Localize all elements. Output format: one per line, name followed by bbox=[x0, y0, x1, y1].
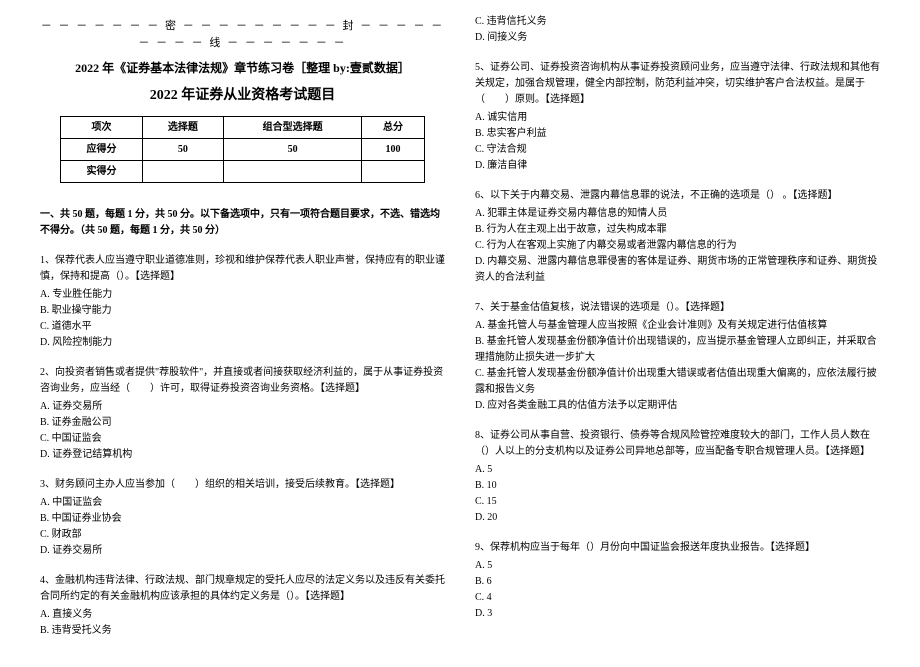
score-cell: 100 bbox=[362, 139, 424, 161]
question-6: 6、以下关于内幕交易、泄露内幕信息罪的说法，不正确的选项是（） 。【选择题】 A… bbox=[475, 188, 880, 286]
question-7: 7、关于基金估值复核，说法错误的选项是（）。【选择题】 A. 基金托管人与基金管… bbox=[475, 300, 880, 414]
question-stem: 7、关于基金估值复核，说法错误的选项是（）。【选择题】 bbox=[475, 300, 880, 316]
doc-subtitle: 2022 年《证券基本法律法规》章节练习卷［整理 by:壹贰数据］ bbox=[40, 59, 445, 77]
option-a: A. 诚实信用 bbox=[475, 110, 880, 126]
option-b: B. 10 bbox=[475, 478, 880, 494]
option-d: D. 20 bbox=[475, 510, 880, 526]
option-c: C. 基金托管人发现基金份额净值计价出现重大错误或者估值出现重大偏离的，应依法履… bbox=[475, 366, 880, 398]
option-b: B. 中国证券业协会 bbox=[40, 511, 445, 527]
score-table: 项次 选择题 组合型选择题 总分 应得分 50 50 100 实得分 bbox=[60, 116, 425, 183]
question-stem: 6、以下关于内幕交易、泄露内幕信息罪的说法，不正确的选项是（） 。【选择题】 bbox=[475, 188, 880, 204]
score-cell: 50 bbox=[224, 139, 362, 161]
option-a: A. 中国证监会 bbox=[40, 495, 445, 511]
option-c: C. 行为人在客观上实施了内幕交易或者泄露内幕信息的行为 bbox=[475, 238, 880, 254]
question-4-cont: C. 违背信托义务 D. 间接义务 bbox=[475, 14, 880, 46]
option-c: C. 守法合规 bbox=[475, 142, 880, 158]
option-d: D. 间接义务 bbox=[475, 30, 880, 46]
option-c: C. 道德水平 bbox=[40, 319, 445, 335]
right-column: C. 违背信托义务 D. 间接义务 5、证券公司、证券投资咨询机构从事证券投资顾… bbox=[475, 14, 880, 653]
score-header: 项次 bbox=[61, 117, 142, 139]
option-c: C. 15 bbox=[475, 494, 880, 510]
option-d: D. 证券交易所 bbox=[40, 543, 445, 559]
option-a: A. 5 bbox=[475, 462, 880, 478]
question-5: 5、证券公司、证券投资咨询机构从事证券投资顾问业务，应当遵守法律、行政法规和其他… bbox=[475, 60, 880, 174]
question-stem: 8、证券公司从事自营、投资银行、债券等合规风险管控难度较大的部门，工作人员人数在… bbox=[475, 428, 880, 460]
option-d: D. 应对各类金融工具的估值方法予以定期评估 bbox=[475, 398, 880, 414]
option-c: C. 财政部 bbox=[40, 527, 445, 543]
option-a: A. 5 bbox=[475, 558, 880, 574]
option-c: C. 中国证监会 bbox=[40, 431, 445, 447]
table-row: 实得分 bbox=[61, 161, 425, 183]
question-stem: 4、金融机构违背法律、行政法规、部门规章规定的受托人应尽的法定义务以及违反有关委… bbox=[40, 573, 445, 605]
option-b: B. 行为人在主观上出于故意，过失构成本罪 bbox=[475, 222, 880, 238]
option-c: C. 违背信托义务 bbox=[475, 14, 880, 30]
section-1-note: 一、共 50 题，每题 1 分，共 50 分。以下备选项中，只有一项符合题目要求… bbox=[40, 207, 445, 239]
option-a: A. 专业胜任能力 bbox=[40, 287, 445, 303]
table-row: 应得分 50 50 100 bbox=[61, 139, 425, 161]
question-3: 3、财务顾问主办人应当参加（ ）组织的相关培训，接受后续教育。【选择题】 A. … bbox=[40, 477, 445, 559]
option-c: C. 4 bbox=[475, 590, 880, 606]
option-d: D. 廉洁自律 bbox=[475, 158, 880, 174]
question-4: 4、金融机构违背法律、行政法规、部门规章规定的受托人应尽的法定义务以及违反有关委… bbox=[40, 573, 445, 639]
score-header: 组合型选择题 bbox=[224, 117, 362, 139]
score-cell: 50 bbox=[142, 139, 223, 161]
score-cell bbox=[142, 161, 223, 183]
question-stem: 3、财务顾问主办人应当参加（ ）组织的相关培训，接受后续教育。【选择题】 bbox=[40, 477, 445, 493]
score-cell bbox=[362, 161, 424, 183]
option-b: B. 基金托管人发现基金份额净值计价出现错误的，应当提示基金管理人立即纠正，并采… bbox=[475, 334, 880, 366]
score-header: 选择题 bbox=[142, 117, 223, 139]
question-stem: 5、证券公司、证券投资咨询机构从事证券投资顾问业务，应当遵守法律、行政法规和其他… bbox=[475, 60, 880, 108]
option-b: B. 违背受托义务 bbox=[40, 623, 445, 639]
score-cell: 实得分 bbox=[61, 161, 142, 183]
option-b: B. 职业操守能力 bbox=[40, 303, 445, 319]
score-header: 总分 bbox=[362, 117, 424, 139]
page-root: － － － － － － － 密 － － － － － － － － － 封 － － … bbox=[0, 0, 920, 667]
question-1: 1、保荐代表人应当遵守职业道德准则，珍视和维护保荐代表人职业声誉，保持应有的职业… bbox=[40, 253, 445, 351]
score-cell: 应得分 bbox=[61, 139, 142, 161]
option-d: D. 3 bbox=[475, 606, 880, 622]
option-b: B. 证券金融公司 bbox=[40, 415, 445, 431]
option-d: D. 证券登记结算机构 bbox=[40, 447, 445, 463]
option-a: A. 犯罪主体是证券交易内幕信息的知情人员 bbox=[475, 206, 880, 222]
option-d: D. 风险控制能力 bbox=[40, 335, 445, 351]
question-8: 8、证券公司从事自营、投资银行、债券等合规风险管控难度较大的部门，工作人员人数在… bbox=[475, 428, 880, 526]
question-9: 9、保荐机构应当于每年（）月份向中国证监会报送年度执业报告。【选择题】 A. 5… bbox=[475, 540, 880, 622]
option-b: B. 忠实客户利益 bbox=[475, 126, 880, 142]
question-2: 2、向投资者销售或者提供"荐股软件"，并直接或者间接获取经济利益的，属于从事证券… bbox=[40, 365, 445, 463]
question-stem: 2、向投资者销售或者提供"荐股软件"，并直接或者间接获取经济利益的，属于从事证券… bbox=[40, 365, 445, 397]
left-column: － － － － － － － 密 － － － － － － － － － 封 － － … bbox=[40, 14, 445, 653]
option-a: A. 证券交易所 bbox=[40, 399, 445, 415]
table-row: 项次 选择题 组合型选择题 总分 bbox=[61, 117, 425, 139]
score-cell bbox=[224, 161, 362, 183]
option-a: A. 基金托管人与基金管理人应当按照《企业会计准则》及有关规定进行估值核算 bbox=[475, 318, 880, 334]
option-d: D. 内幕交易、泄露内幕信息罪侵害的客体是证券、期货市场的正常管理秩序和证券、期… bbox=[475, 254, 880, 286]
doc-title: 2022 年证券从业资格考试题目 bbox=[40, 85, 445, 106]
option-b: B. 6 bbox=[475, 574, 880, 590]
seal-line: － － － － － － － 密 － － － － － － － － － 封 － － … bbox=[40, 18, 445, 51]
question-stem: 1、保荐代表人应当遵守职业道德准则，珍视和维护保荐代表人职业声誉，保持应有的职业… bbox=[40, 253, 445, 285]
question-stem: 9、保荐机构应当于每年（）月份向中国证监会报送年度执业报告。【选择题】 bbox=[475, 540, 880, 556]
option-a: A. 直接义务 bbox=[40, 607, 445, 623]
